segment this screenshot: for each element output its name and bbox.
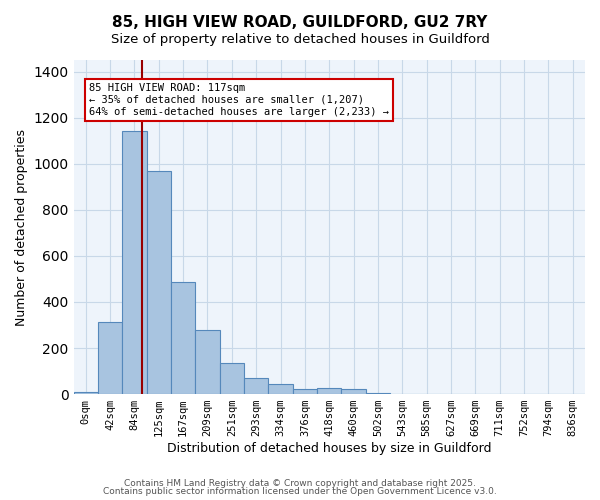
- Bar: [220, 363, 244, 394]
- X-axis label: Distribution of detached houses by size in Guildford: Distribution of detached houses by size …: [167, 442, 491, 455]
- Bar: [293, 389, 317, 394]
- Text: Contains public sector information licensed under the Open Government Licence v3: Contains public sector information licen…: [103, 487, 497, 496]
- Bar: [366, 393, 390, 394]
- Bar: [341, 389, 366, 394]
- Bar: [98, 322, 122, 394]
- Bar: [268, 384, 293, 394]
- Bar: [171, 282, 196, 394]
- Bar: [74, 392, 98, 394]
- Text: Contains HM Land Registry data © Crown copyright and database right 2025.: Contains HM Land Registry data © Crown c…: [124, 478, 476, 488]
- Text: 85, HIGH VIEW ROAD, GUILDFORD, GU2 7RY: 85, HIGH VIEW ROAD, GUILDFORD, GU2 7RY: [112, 15, 488, 30]
- Text: Size of property relative to detached houses in Guildford: Size of property relative to detached ho…: [110, 32, 490, 46]
- Text: 85 HIGH VIEW ROAD: 117sqm
← 35% of detached houses are smaller (1,207)
64% of se: 85 HIGH VIEW ROAD: 117sqm ← 35% of detac…: [89, 84, 389, 116]
- Bar: [196, 330, 220, 394]
- Bar: [122, 132, 146, 394]
- Y-axis label: Number of detached properties: Number of detached properties: [15, 128, 28, 326]
- Bar: [146, 170, 171, 394]
- Bar: [244, 378, 268, 394]
- Bar: [317, 388, 341, 394]
